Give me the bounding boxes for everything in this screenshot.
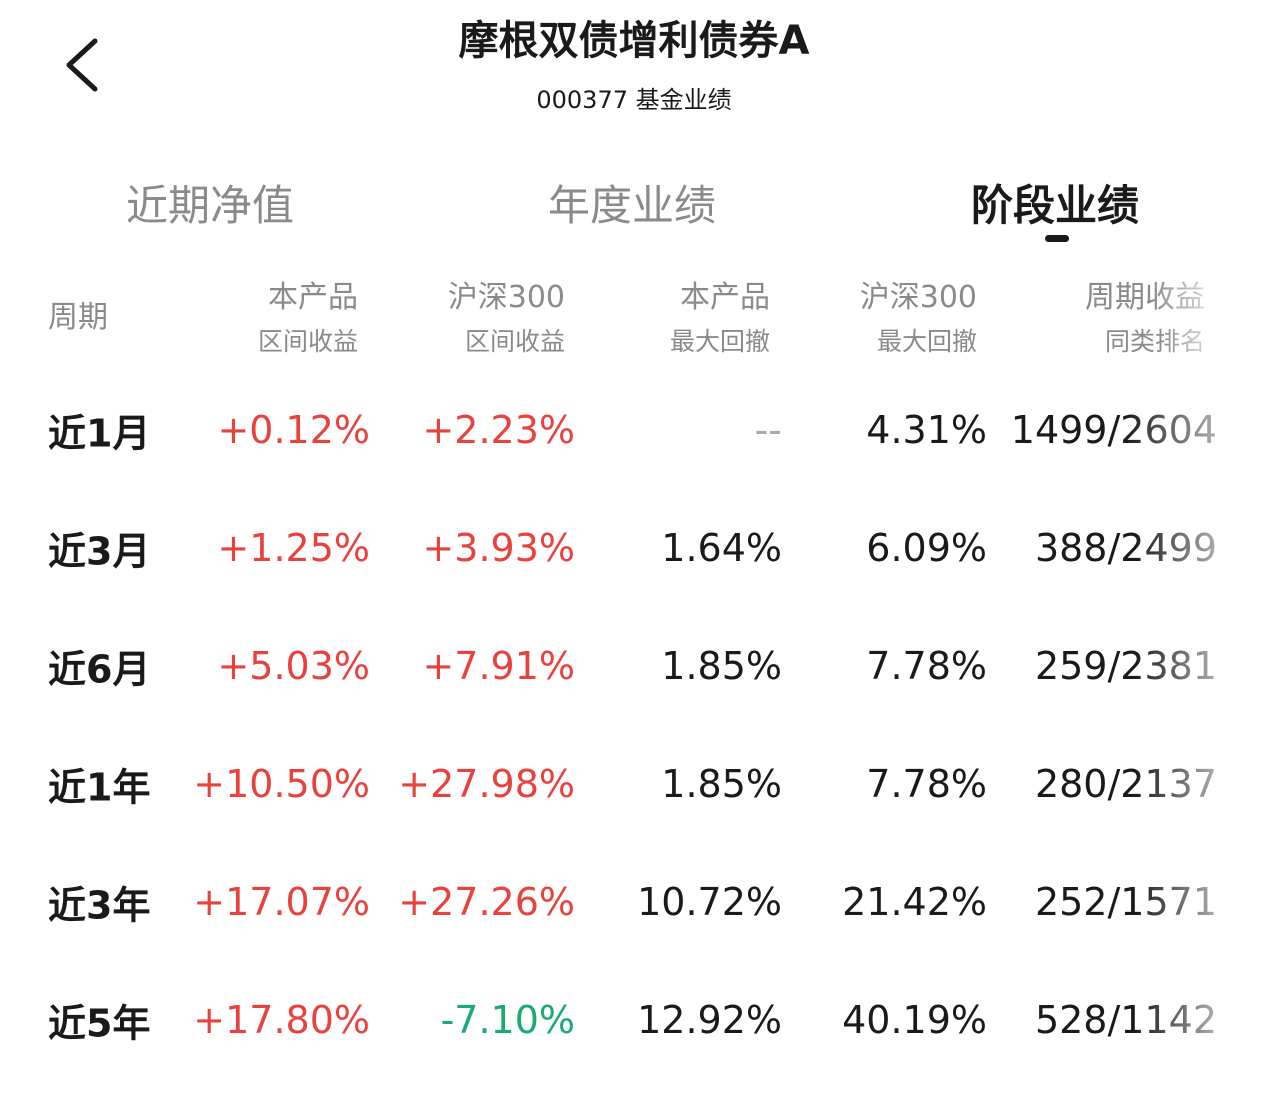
table-cell: 259/2381 [1034,644,1217,688]
table-cell: +10.50% [193,762,370,806]
table-cell: 528/1142 [1034,998,1217,1042]
table-cell: +7.91% [422,644,575,688]
table-cell: 1.85% [661,644,782,688]
column-header: 本产品 [680,280,770,315]
tab-indicator [1045,235,1069,242]
table-cell: 12.92% [637,998,782,1042]
table-cell: +0.12% [217,408,370,452]
subtitle: 000377 基金业绩 [536,86,732,114]
back-button[interactable] [55,35,105,95]
table-cell: +27.26% [398,880,575,924]
tab[interactable]: 阶段业绩 [970,181,1139,230]
tab[interactable]: 年度业绩 [547,181,716,230]
period-label[interactable]: 近3年 [48,883,151,928]
table-cell: 40.19% [842,998,987,1042]
period-label[interactable]: 近3月 [48,529,151,574]
table-cell: 1.64% [661,526,782,570]
column-header: 本产品 [268,280,358,315]
column-subheader: 区间收益 [257,327,358,356]
period-label[interactable]: 近1月 [48,411,151,456]
column-subheader: 同类排名 [1104,327,1205,356]
table-cell: 21.42% [842,880,987,924]
column-subheader: 最大回撤 [669,327,770,356]
table-cell: +1.25% [217,526,370,570]
table-cell: 1.85% [661,762,782,806]
period-label[interactable]: 近1年 [48,765,151,810]
column-subheader: 最大回撤 [876,327,977,356]
column-header: 周期收益 [1085,280,1205,315]
column-header: 沪深300 [447,280,565,315]
table-cell: 1499/2604 [1010,408,1217,452]
column-header: 周期 [48,300,108,335]
table-cell: -7.10% [440,998,575,1042]
table-cell: 7.78% [866,644,987,688]
table-cell: 7.78% [866,762,987,806]
period-label[interactable]: 近5年 [48,1001,151,1046]
table-cell: +17.07% [193,880,370,924]
table-cell: 388/2499 [1034,526,1217,570]
period-label[interactable]: 近6月 [48,647,151,692]
title: 摩根双债增利债券A [458,18,810,64]
column-header: 沪深300 [859,280,977,315]
table-cell: -- [754,408,782,452]
table-cell: 6.09% [866,526,987,570]
table-cell: 252/1571 [1034,880,1217,924]
table-cell: +27.98% [398,762,575,806]
table-cell: 10.72% [637,880,782,924]
table-cell: +5.03% [217,644,370,688]
tab[interactable]: 近期净值 [125,181,294,230]
table-cell: +17.80% [193,998,370,1042]
table-cell: 4.31% [866,408,987,452]
table-cell: +2.23% [422,408,575,452]
table-cell: +3.93% [422,526,575,570]
table-cell: 280/2137 [1034,762,1217,806]
column-subheader: 区间收益 [464,327,565,356]
